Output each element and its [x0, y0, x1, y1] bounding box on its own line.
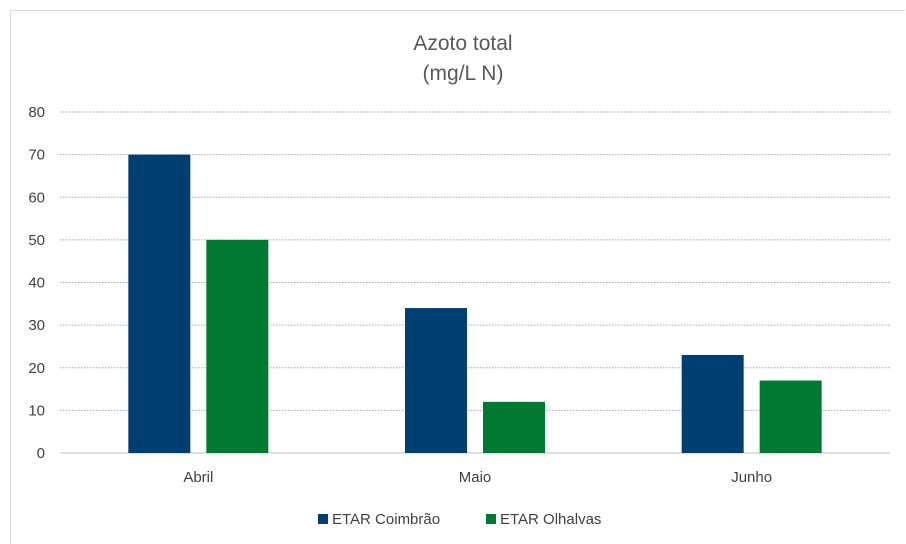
x-axis: Abril Maio Junho: [183, 469, 772, 486]
bar-coimbrao-junho: [681, 354, 744, 453]
legend-swatch: [486, 514, 496, 524]
y-tick-label: 40: [28, 275, 45, 292]
chart-title: Azoto total: [413, 32, 512, 55]
legend-swatch: [318, 514, 328, 524]
y-tick-label: 0: [37, 445, 45, 462]
y-tick-label: 20: [28, 360, 45, 377]
bar-coimbrao-abril: [128, 154, 191, 453]
y-tick-label: 10: [28, 402, 45, 419]
bars: [128, 154, 822, 453]
y-tick-label: 30: [28, 317, 45, 334]
y-tick-label: 70: [28, 147, 45, 164]
y-tick-label: 50: [28, 232, 45, 249]
y-axis: 0 10 20 30 40 50 60 70 80: [28, 104, 45, 462]
bar-coimbrao-maio: [405, 308, 467, 453]
y-tick-label: 80: [28, 104, 45, 121]
grid-lines: [60, 111, 890, 454]
legend-label: ETAR Olhalvas: [500, 511, 601, 528]
y-tick-label: 60: [28, 189, 45, 206]
bar-olhalvas-abril: [206, 239, 269, 453]
x-tick-label: Junho: [731, 469, 772, 486]
chart-frame: [10, 10, 905, 544]
legend: ETAR Coimbrão ETAR Olhalvas: [318, 511, 601, 528]
bar-olhalvas-junho: [759, 380, 822, 453]
bar-olhalvas-maio: [483, 401, 545, 453]
chart-subtitle: (mg/L N): [423, 62, 504, 85]
x-tick-label: Maio: [459, 469, 492, 486]
x-tick-label: Abril: [183, 469, 213, 486]
legend-label: ETAR Coimbrão: [332, 511, 440, 528]
